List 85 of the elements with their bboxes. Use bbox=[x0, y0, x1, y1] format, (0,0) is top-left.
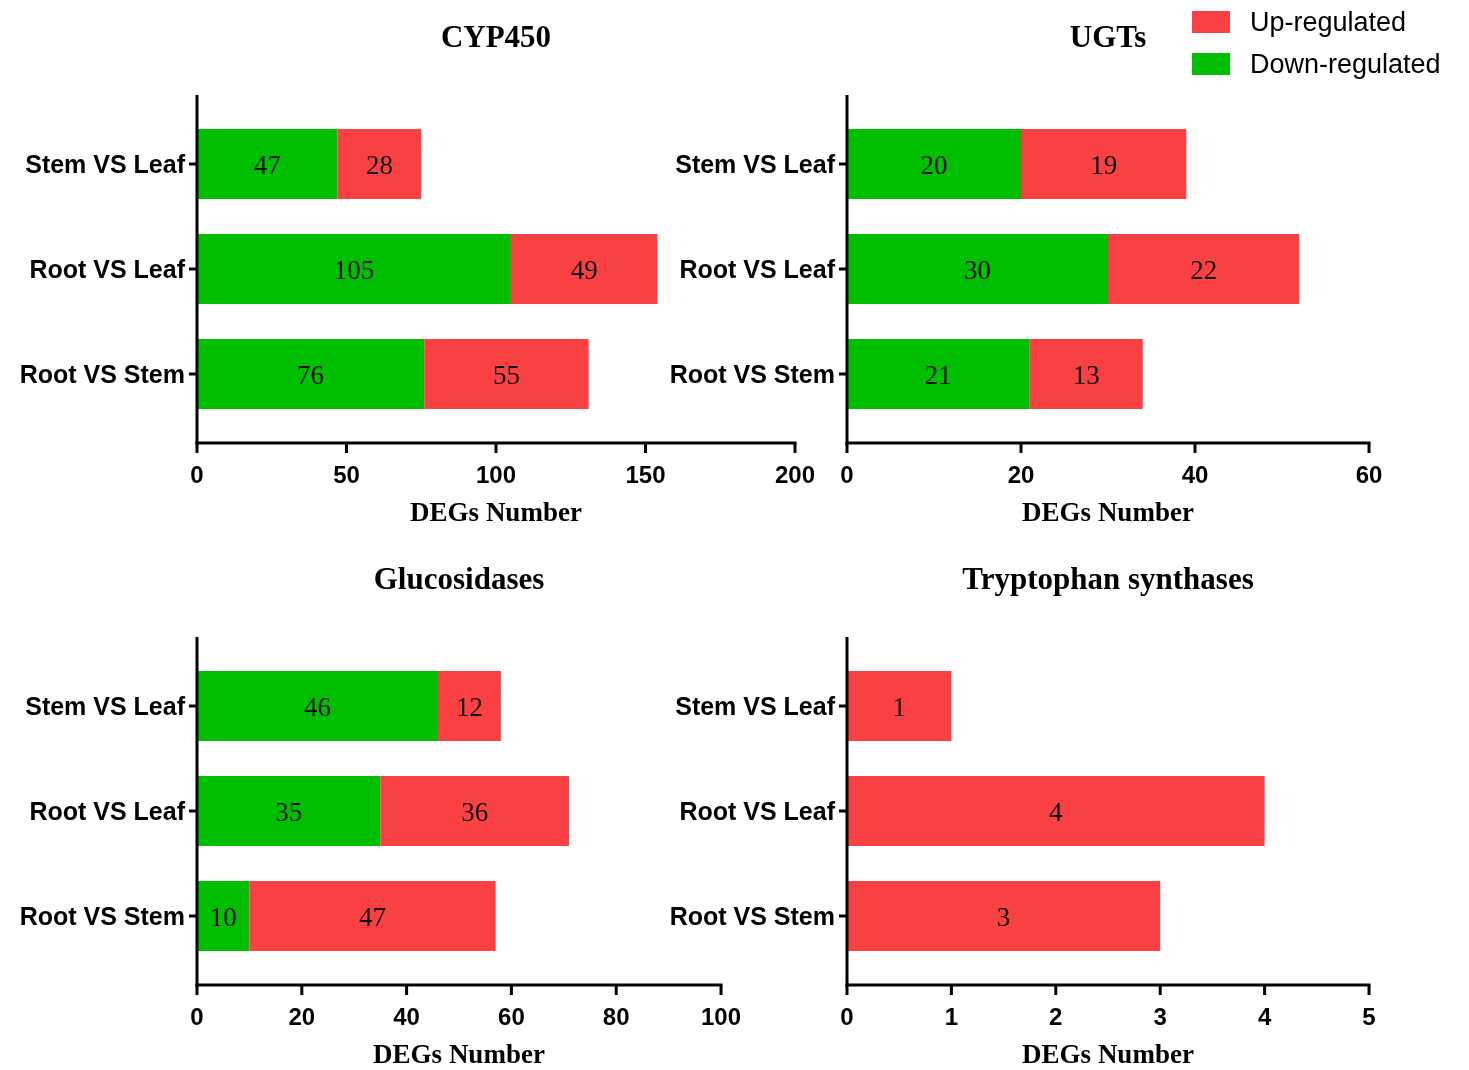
bar bbox=[847, 234, 1108, 304]
bar bbox=[847, 671, 952, 741]
bar bbox=[197, 671, 439, 741]
x-tick-label: 100 bbox=[475, 461, 517, 488]
chart-title: Glucosidases bbox=[373, 561, 545, 596]
legend-label: Up-regulated bbox=[1250, 7, 1407, 37]
chart-title: Tryptophan synthases bbox=[962, 561, 1254, 596]
data-label: 47 bbox=[253, 150, 281, 180]
data-label: 76 bbox=[297, 360, 325, 390]
data-label: 35 bbox=[275, 797, 303, 827]
x-tick-label: 40 bbox=[393, 1003, 420, 1030]
y-tick-label: Root VS Stem bbox=[19, 360, 185, 388]
x-tick-label: 20 bbox=[288, 1003, 316, 1030]
x-tick-label: 0 bbox=[840, 461, 854, 488]
bar bbox=[197, 129, 338, 199]
bar bbox=[337, 129, 422, 199]
y-tick-label: Stem VS Leaf bbox=[25, 692, 186, 720]
bar bbox=[438, 671, 501, 741]
data-label: 13 bbox=[1072, 360, 1100, 390]
bar bbox=[510, 234, 658, 304]
x-tick-label: 100 bbox=[700, 1003, 742, 1030]
x-axis-title: DEGs Number bbox=[373, 1039, 545, 1069]
x-tick-label: 60 bbox=[498, 1003, 525, 1030]
x-tick-label: 0 bbox=[190, 1003, 204, 1030]
x-tick-label: 40 bbox=[1181, 461, 1209, 488]
x-tick-label: 20 bbox=[1007, 461, 1035, 488]
x-tick-label: 0 bbox=[190, 461, 204, 488]
x-axis-title: DEGs Number bbox=[1022, 497, 1194, 527]
bar bbox=[249, 881, 496, 951]
chart-title: CYP450 bbox=[440, 19, 552, 54]
y-tick-label: Root VS Leaf bbox=[679, 797, 836, 825]
bar bbox=[197, 234, 511, 304]
x-tick-label: 2 bbox=[1049, 1003, 1063, 1030]
y-tick-label: Root VS Leaf bbox=[29, 797, 186, 825]
x-tick-label: 1 bbox=[944, 1003, 959, 1030]
x-tick-label: 80 bbox=[602, 1003, 630, 1030]
data-label: 10 bbox=[209, 902, 237, 932]
data-label: 3 bbox=[996, 902, 1011, 932]
legend-label: Down-regulated bbox=[1250, 49, 1441, 79]
y-tick-label: Root VS Leaf bbox=[29, 255, 186, 283]
x-tick-label: 200 bbox=[774, 461, 816, 488]
y-tick-label: Root VS Stem bbox=[669, 902, 835, 930]
chart-title: UGTs bbox=[1069, 19, 1147, 54]
data-label: 47 bbox=[359, 902, 387, 932]
bar bbox=[847, 339, 1030, 409]
data-label: 19 bbox=[1090, 150, 1118, 180]
x-tick-label: 3 bbox=[1153, 1003, 1167, 1030]
data-label: 20 bbox=[920, 150, 948, 180]
bar bbox=[1108, 234, 1300, 304]
data-label: 105 bbox=[333, 255, 375, 285]
x-tick-label: 60 bbox=[1355, 461, 1383, 488]
x-tick-label: 150 bbox=[625, 461, 666, 488]
data-label: 30 bbox=[964, 255, 991, 285]
y-tick-label: Stem VS Leaf bbox=[25, 150, 186, 178]
y-tick-label: Root VS Stem bbox=[669, 360, 835, 388]
data-label: 36 bbox=[461, 797, 489, 827]
data-label: 1 bbox=[892, 692, 906, 722]
data-label: 12 bbox=[455, 692, 483, 722]
data-label: 28 bbox=[365, 150, 393, 180]
bar bbox=[197, 776, 381, 846]
x-tick-label: 50 bbox=[333, 461, 360, 488]
bar bbox=[847, 881, 1161, 951]
data-label: 49 bbox=[570, 255, 598, 285]
bar bbox=[847, 129, 1021, 199]
bar bbox=[1029, 339, 1143, 409]
x-axis-title: DEGs Number bbox=[410, 497, 582, 527]
x-tick-label: 4 bbox=[1257, 1003, 1272, 1030]
y-tick-label: Stem VS Leaf bbox=[675, 692, 836, 720]
data-label: 21 bbox=[924, 360, 952, 390]
bar bbox=[847, 776, 1265, 846]
bar bbox=[197, 881, 250, 951]
y-tick-label: Root VS Leaf bbox=[679, 255, 836, 283]
x-axis-title: DEGs Number bbox=[1022, 1039, 1194, 1069]
data-label: 46 bbox=[304, 692, 332, 722]
x-tick-label: 0 bbox=[840, 1003, 854, 1030]
data-label: 4 bbox=[1049, 797, 1064, 827]
x-tick-label: 5 bbox=[1362, 1003, 1376, 1030]
bar bbox=[424, 339, 589, 409]
bar bbox=[1021, 129, 1187, 199]
y-tick-label: Stem VS Leaf bbox=[675, 150, 836, 178]
data-label: 22 bbox=[1190, 255, 1218, 285]
bar bbox=[197, 339, 425, 409]
bar bbox=[380, 776, 570, 846]
y-tick-label: Root VS Stem bbox=[19, 902, 185, 930]
data-label: 55 bbox=[492, 360, 520, 390]
